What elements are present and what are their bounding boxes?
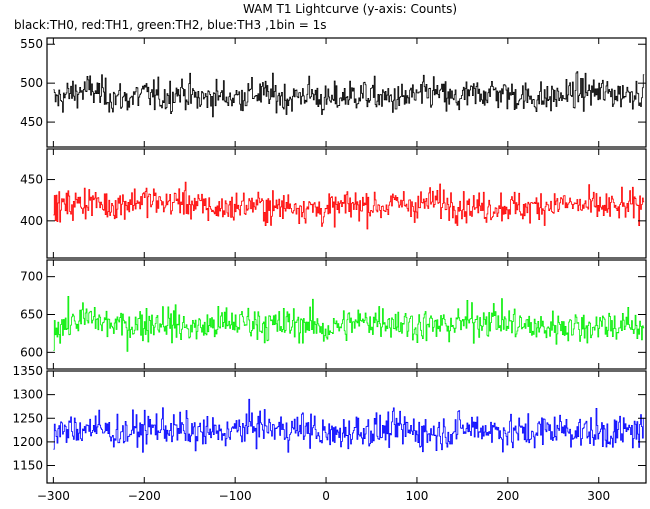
x-tick-label: 100	[405, 489, 428, 503]
y-tick-label-th3: 1300	[12, 388, 43, 402]
x-tick-label: 200	[496, 489, 519, 503]
panel-frame-th3	[46, 370, 647, 484]
y-tick-label-th1: 450	[20, 173, 43, 187]
x-tick-label: −200	[128, 489, 161, 503]
y-tick-label-th2: 600	[20, 345, 43, 359]
y-tick-label-th0: 450	[20, 115, 43, 129]
chart-subtitle: black:TH0, red:TH1, green:TH2, blue:TH3 …	[14, 18, 327, 32]
panels-group: 450 500 550 400 450 600 650 700 1150 1200 1250 1300…	[12, 37, 647, 503]
y-tick-label-th1: 400	[20, 214, 43, 228]
x-tick-label: −100	[219, 489, 252, 503]
y-tick-label-th3: 1350	[12, 364, 43, 378]
x-tick-label: 0	[322, 489, 330, 503]
series-line-th2	[53, 295, 645, 352]
series-line-th1	[53, 181, 645, 230]
y-tick-label-th3: 1200	[12, 435, 43, 449]
x-tick-label: 300	[587, 489, 610, 503]
panel-frame-th1	[46, 148, 647, 259]
series-line-th3	[53, 398, 645, 453]
x-tick-label: −300	[37, 489, 70, 503]
y-tick-label-th0: 550	[20, 37, 43, 51]
y-tick-label-th0: 500	[20, 76, 43, 90]
chart-title: WAM T1 Lightcurve (y-axis: Counts)	[243, 2, 457, 16]
y-tick-label-th2: 700	[20, 270, 43, 284]
panel-frame-th2	[46, 259, 647, 370]
y-tick-label-th2: 650	[20, 308, 43, 322]
y-tick-label-th3: 1150	[12, 459, 43, 473]
panel-frame-th0	[46, 37, 647, 148]
y-tick-label-th3: 1250	[12, 411, 43, 425]
series-line-th0	[53, 71, 645, 118]
